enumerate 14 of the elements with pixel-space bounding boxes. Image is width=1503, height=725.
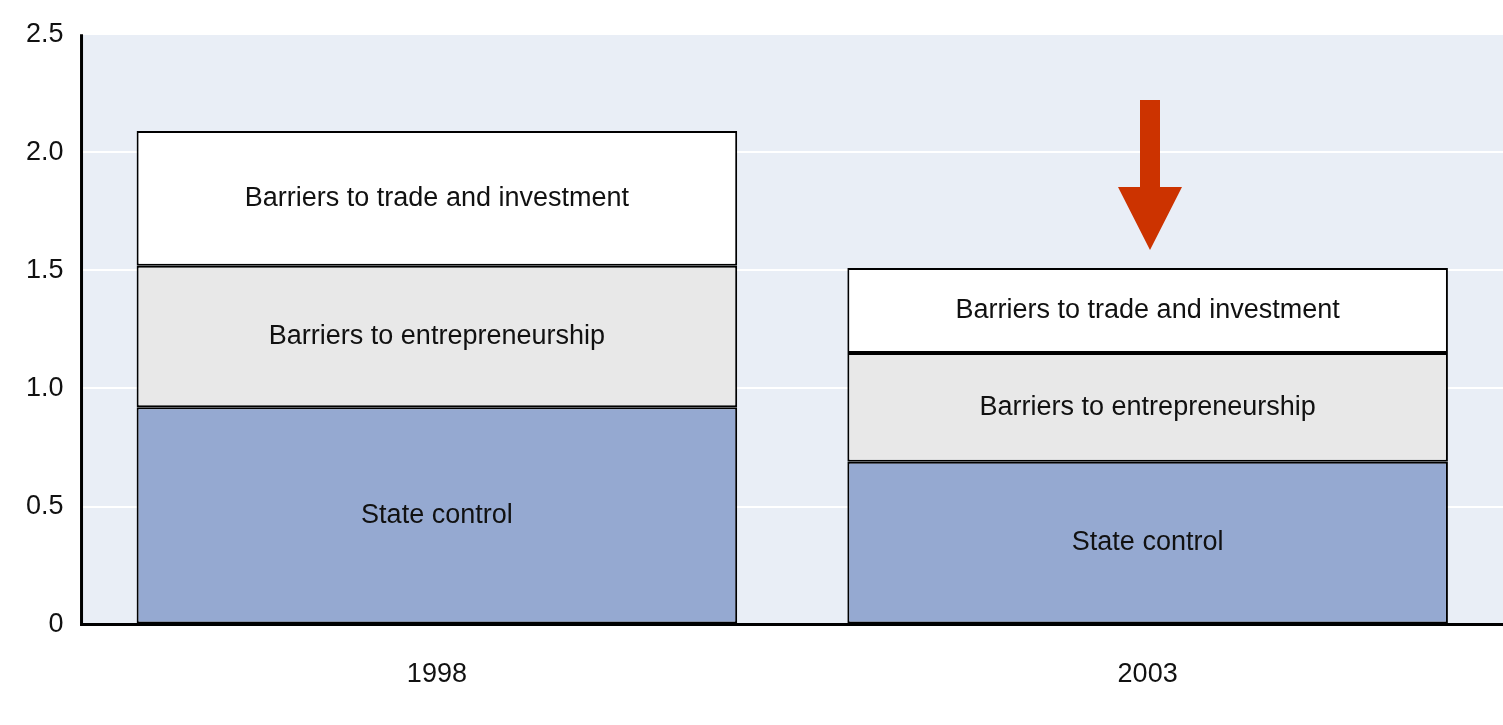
text: State control [361, 498, 513, 529]
y-tick-label: 0.5 [25, 489, 64, 520]
y-tick-label: 1.0 [25, 371, 64, 402]
series-label: Barriers to trade and investment [955, 293, 1341, 324]
series-label: State control [1071, 526, 1224, 557]
x-tick-label: 1998 [406, 658, 467, 689]
y-tick-label: 1.5 [25, 253, 64, 284]
y-tick-label: 2.5 [25, 17, 64, 48]
x-tick-label: 2003 [1117, 658, 1178, 689]
y-tick-label: 0 [48, 608, 64, 639]
text: Barriers to entrepreneurship [268, 319, 605, 350]
text: Barriers to trade and investment [244, 181, 629, 212]
series-label: Barriers to entrepreneurship [979, 390, 1316, 421]
y-tick-label: 2.0 [25, 135, 64, 166]
